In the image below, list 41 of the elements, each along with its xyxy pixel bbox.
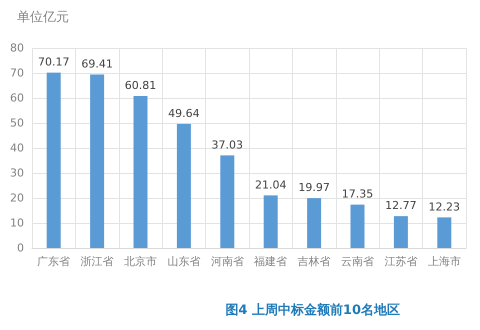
bar xyxy=(90,74,104,248)
y-tick-label: 20 xyxy=(10,192,24,204)
y-tick-label: 70 xyxy=(10,66,24,80)
x-tick-label: 山东省 xyxy=(167,255,200,268)
y-tick-label: 40 xyxy=(10,142,24,154)
data-label: 17.35 xyxy=(342,188,374,201)
y-tick-label: 60 xyxy=(10,92,24,104)
text: 图4 上周中标金额前10名地区 xyxy=(225,302,400,318)
bar xyxy=(307,198,322,248)
data-label: 49.64 xyxy=(168,106,200,120)
bar xyxy=(437,217,452,248)
bar xyxy=(176,124,191,248)
bar xyxy=(394,216,408,248)
x-tick-label: 北京市 xyxy=(124,255,157,268)
data-label: 60.81 xyxy=(124,78,156,92)
y-axis-title: 单位亿元 xyxy=(17,10,69,25)
y-tick-label: 50 xyxy=(10,116,24,130)
bar xyxy=(134,96,148,248)
data-label: 70.17 xyxy=(38,56,70,69)
y-tick-label: 0 xyxy=(17,242,24,254)
bar xyxy=(46,72,61,248)
data-label: 12.23 xyxy=(428,200,460,214)
y-tick-label: 80 xyxy=(10,42,24,54)
data-label: 21.04 xyxy=(254,178,286,192)
bar xyxy=(264,195,278,248)
data-label: 19.97 xyxy=(298,181,330,194)
x-tick-label: 吉林省 xyxy=(298,255,331,268)
y-tick-label: 30 xyxy=(10,166,24,180)
data-label: 37.03 xyxy=(212,138,244,152)
x-tick-label: 浙江省 xyxy=(80,255,114,268)
x-tick-label: 云南省 xyxy=(341,255,374,268)
x-tick-label: 上海市 xyxy=(428,255,461,268)
x-tick-label: 福建省 xyxy=(254,255,288,268)
data-label: 69.41 xyxy=(81,57,113,70)
x-tick-label: 广东省 xyxy=(37,255,70,268)
bar xyxy=(350,204,364,248)
data-label: 12.77 xyxy=(385,199,417,212)
x-tick-label: 江苏省 xyxy=(384,255,418,268)
bar xyxy=(220,155,234,248)
x-tick-label: 河南省 xyxy=(210,255,244,268)
y-tick-label: 10 xyxy=(10,216,24,230)
